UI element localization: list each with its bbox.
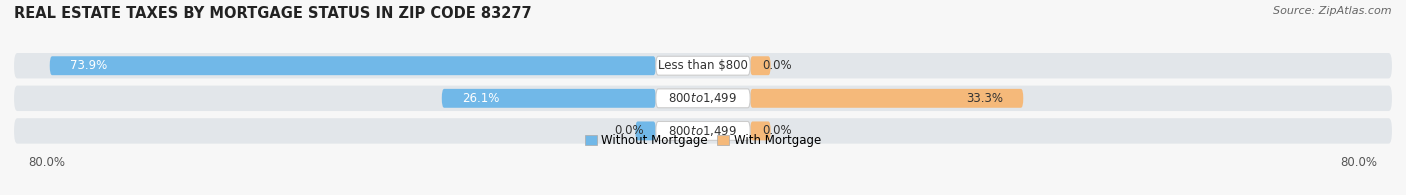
Text: 0.0%: 0.0% <box>762 124 792 137</box>
Text: $800 to $1,499: $800 to $1,499 <box>668 124 738 138</box>
Text: 0.0%: 0.0% <box>762 59 792 72</box>
FancyBboxPatch shape <box>49 56 655 75</box>
FancyBboxPatch shape <box>14 118 1392 144</box>
FancyBboxPatch shape <box>655 89 751 108</box>
Text: 33.3%: 33.3% <box>966 92 1002 105</box>
FancyBboxPatch shape <box>655 121 751 140</box>
FancyBboxPatch shape <box>751 89 1024 108</box>
Text: $800 to $1,499: $800 to $1,499 <box>668 91 738 105</box>
FancyBboxPatch shape <box>14 86 1392 111</box>
FancyBboxPatch shape <box>14 53 1392 78</box>
Text: REAL ESTATE TAXES BY MORTGAGE STATUS IN ZIP CODE 83277: REAL ESTATE TAXES BY MORTGAGE STATUS IN … <box>14 6 531 21</box>
Text: 73.9%: 73.9% <box>70 59 107 72</box>
Text: Less than $800: Less than $800 <box>658 59 748 72</box>
FancyBboxPatch shape <box>441 89 655 108</box>
FancyBboxPatch shape <box>751 121 770 140</box>
FancyBboxPatch shape <box>751 56 770 75</box>
FancyBboxPatch shape <box>636 121 655 140</box>
Text: 0.0%: 0.0% <box>614 124 644 137</box>
Text: 26.1%: 26.1% <box>463 92 499 105</box>
Text: Source: ZipAtlas.com: Source: ZipAtlas.com <box>1274 6 1392 16</box>
Legend: Without Mortgage, With Mortgage: Without Mortgage, With Mortgage <box>581 129 825 152</box>
FancyBboxPatch shape <box>655 56 751 75</box>
